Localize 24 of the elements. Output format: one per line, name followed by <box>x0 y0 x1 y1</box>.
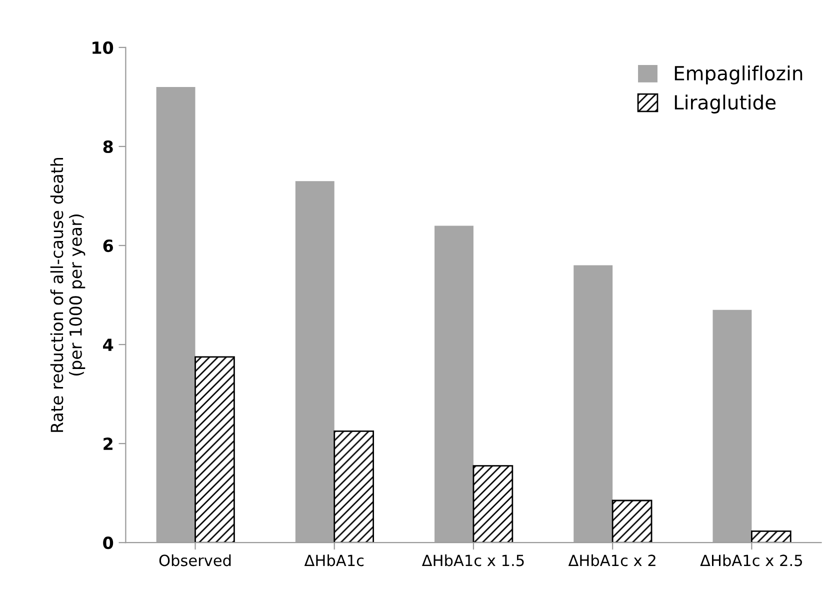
legend-label: Liraglutide <box>674 94 776 114</box>
bar <box>194 356 235 543</box>
x-tick-label: Observed <box>159 554 231 566</box>
x-tick-label: ΔHbA1c x 2.5 <box>700 554 802 566</box>
bar <box>472 465 514 543</box>
y-tick-label: 2 <box>104 438 112 450</box>
y-tick-label: 0 <box>103 536 114 550</box>
bar <box>574 265 613 543</box>
bar <box>156 87 196 543</box>
bar <box>434 226 474 543</box>
bar <box>750 530 792 543</box>
bar <box>712 310 752 543</box>
y-axis-title: Rate reduction of all-cause death (per 1000 per year) <box>50 158 86 432</box>
x-tick-label: ΔHbA1c x 1.5 <box>422 554 524 566</box>
x-tick-label: ΔHbA1c x 2 <box>568 554 656 566</box>
y-tick-label: 10 <box>92 41 114 54</box>
bar <box>295 181 334 543</box>
y-tick-label: 6 <box>103 239 113 252</box>
bar <box>612 500 652 543</box>
legend-label: Empagliflozin <box>674 66 802 84</box>
x-tick-label: ΔHbA1c <box>304 554 364 566</box>
bar <box>334 430 374 543</box>
y-tick-label: 8 <box>103 140 113 154</box>
y-tick-label: 4 <box>103 338 114 351</box>
